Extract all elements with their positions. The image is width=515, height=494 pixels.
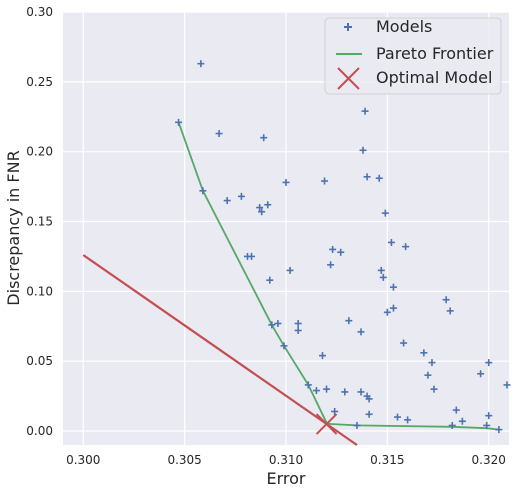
model-point	[446, 307, 454, 315]
model-point	[237, 192, 245, 200]
model-point	[304, 381, 312, 389]
legend-optimal-label: Optimal Model	[376, 68, 492, 87]
model-point	[485, 412, 493, 420]
model-point	[175, 118, 183, 126]
model-point	[383, 308, 391, 316]
optimal-reference-line	[82, 254, 358, 446]
model-point	[327, 261, 335, 269]
model-point	[430, 385, 438, 393]
model-point	[264, 201, 272, 209]
model-point	[361, 107, 369, 115]
x-tick-label: 0.320	[472, 453, 506, 467]
y-tick-label: 0.05	[26, 354, 53, 368]
y-tick-label: 0.20	[26, 145, 53, 159]
model-point	[503, 381, 511, 389]
model-point	[424, 371, 432, 379]
model-point	[266, 276, 274, 284]
model-point	[400, 339, 408, 347]
model-point	[387, 238, 395, 246]
model-point	[428, 359, 436, 367]
model-point	[394, 413, 401, 421]
model-point	[268, 321, 276, 329]
model-point	[223, 197, 231, 205]
y-tick-label: 0.15	[26, 215, 53, 229]
model-point	[199, 187, 207, 195]
model-point	[365, 395, 373, 403]
model-point	[256, 204, 264, 212]
legend-box	[324, 17, 502, 95]
model-point	[477, 370, 485, 378]
model-point	[363, 173, 371, 181]
model-point	[365, 410, 373, 418]
legend-models-label: Models	[376, 17, 432, 36]
model-point	[341, 388, 349, 396]
model-point	[286, 266, 294, 274]
model-point	[323, 385, 331, 393]
model-point	[280, 342, 288, 350]
model-point	[329, 245, 337, 253]
model-point	[442, 296, 450, 304]
x-tick-label: 0.315	[370, 453, 404, 467]
model-point	[375, 174, 383, 182]
model-point	[389, 304, 397, 312]
y-tick-label: 0.30	[26, 5, 53, 19]
model-point	[215, 130, 223, 138]
model-point	[402, 243, 410, 251]
model-point	[357, 328, 365, 336]
legend-models-marker	[344, 23, 352, 31]
x-tick-label: 0.305	[167, 453, 201, 467]
legend-optimal-marker	[337, 67, 360, 90]
model-point	[357, 388, 365, 396]
model-point	[318, 352, 326, 360]
model-point	[294, 319, 302, 327]
model-point	[274, 319, 282, 327]
model-point	[260, 134, 268, 142]
model-point	[312, 387, 320, 395]
model-point	[483, 421, 491, 429]
model-point	[282, 178, 290, 186]
model-point	[359, 146, 367, 154]
x-tick-label: 0.310	[269, 453, 303, 467]
model-point	[420, 349, 428, 357]
reference-line-layer	[82, 254, 358, 446]
model-point	[495, 426, 503, 434]
model-point	[404, 416, 412, 424]
y-axis-label: Discrepancy in FNR	[4, 150, 23, 305]
model-point	[331, 407, 339, 415]
model-point	[248, 252, 256, 260]
model-point	[381, 209, 389, 217]
model-point	[337, 248, 345, 256]
optimal-model-marker	[315, 413, 338, 435]
model-point	[321, 177, 329, 185]
y-tick-label: 0.25	[26, 75, 53, 89]
model-point	[345, 317, 353, 325]
y-axis-ticks: 0.00 0.05 0.10 0.15 0.20 0.25 0.30	[26, 5, 53, 438]
y-tick-label: 0.10	[26, 284, 53, 298]
x-axis-label: Error	[267, 469, 306, 488]
model-point	[353, 421, 361, 429]
legend-pareto-label: Pareto Frontier	[376, 44, 494, 63]
model-point	[485, 359, 493, 367]
optimal-model-layer	[315, 413, 338, 435]
model-point	[448, 421, 456, 429]
model-point	[294, 326, 302, 334]
model-point	[389, 283, 397, 291]
x-axis-ticks: 0.300 0.305 0.310 0.315 0.320	[66, 453, 506, 467]
model-point	[258, 208, 266, 216]
model-point	[197, 60, 205, 68]
model-points-layer	[175, 60, 511, 434]
model-point	[452, 406, 460, 414]
model-point	[379, 273, 387, 281]
model-point	[377, 266, 385, 274]
model-point	[458, 417, 466, 425]
legend: Models Pareto Frontier Optimal Model	[324, 17, 502, 95]
x-tick-label: 0.300	[66, 453, 100, 467]
y-tick-label: 0.00	[26, 424, 53, 438]
